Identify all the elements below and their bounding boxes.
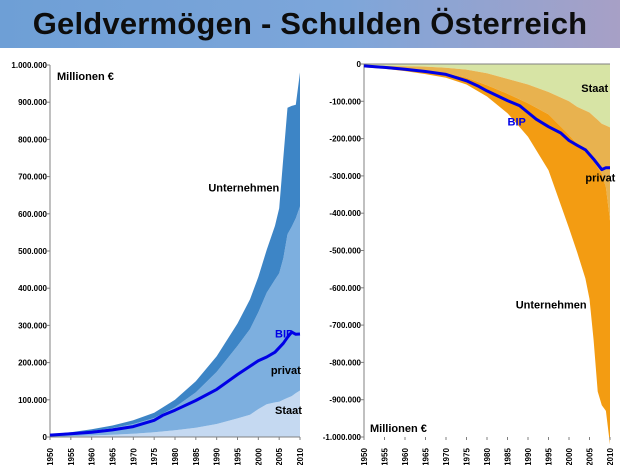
right-x-tick-label: 1975 xyxy=(463,448,472,465)
right-y-tick-label: -400.000 xyxy=(329,209,361,218)
left-x-tick-label: 1970 xyxy=(129,448,138,465)
right-x-tick-label: 1970 xyxy=(442,448,451,465)
left-x-tick-label: 1995 xyxy=(234,448,243,465)
left-area-unternehmen xyxy=(50,72,300,436)
right-x-tick-label: 2010 xyxy=(606,448,615,465)
right-x-tick-label: 1990 xyxy=(524,448,533,465)
left-y-tick-label: 0 xyxy=(43,433,48,442)
left-y-tick-label: 200.000 xyxy=(18,359,47,368)
left-x-tick-label: 1975 xyxy=(150,448,159,465)
left-x-tick-label: 2010 xyxy=(296,448,305,465)
left-x-tick-label: 1960 xyxy=(88,448,97,465)
left-y-tick-label: 700.000 xyxy=(18,173,47,182)
left-y-tick-label: 500.000 xyxy=(18,247,47,256)
left-x-tick-label: 1980 xyxy=(171,448,180,465)
right-area-privat xyxy=(364,65,610,221)
left-x-tick-label: 2005 xyxy=(275,448,284,465)
left-y-tick-label: 900.000 xyxy=(18,98,47,107)
chart-assets: 0 100.000 200.000 300.000 400.000 500.000 600.… xyxy=(11,61,305,465)
right-x-tick-label: 1980 xyxy=(483,448,492,465)
right-label-privat: privat xyxy=(585,172,615,184)
right-x-tick-label: 1955 xyxy=(381,448,390,465)
title-bar xyxy=(0,0,620,48)
left-label-unternehmen: Unternehmen xyxy=(208,182,279,194)
right-x-tick-label: 1950 xyxy=(360,448,369,465)
right-y-tick-label: -800.000 xyxy=(329,358,361,367)
right-x-tick-label: 2005 xyxy=(586,448,595,465)
right-y-tick-label: -100.000 xyxy=(329,97,361,106)
right-y-tick-label: -600.000 xyxy=(329,284,361,293)
slide-title: Geldvermögen - Schulden Österreich xyxy=(32,6,588,41)
right-y-tick-label: -500.000 xyxy=(329,247,361,256)
right-label-staat: Staat xyxy=(581,83,608,95)
left-area-staat xyxy=(50,390,300,437)
right-x-tick-label: 1995 xyxy=(545,448,554,465)
left-y-tick-label: 600.000 xyxy=(18,210,47,219)
left-x-tick-label: 1990 xyxy=(213,448,222,465)
left-line-bip xyxy=(49,330,301,437)
left-label-staat: Staat xyxy=(275,405,302,417)
left-x-tick-label: 1950 xyxy=(46,448,55,465)
left-x-tick-label: 2000 xyxy=(254,448,263,465)
left-area-privat xyxy=(50,206,300,437)
right-line-bip xyxy=(363,64,610,172)
left-label-privat: privat xyxy=(271,365,301,377)
right-label-bip: BIP xyxy=(508,117,526,129)
right-x-tick-label: 1985 xyxy=(504,448,513,465)
left-label-bip: BIP xyxy=(275,328,293,340)
left-x-tick-label: 1955 xyxy=(67,448,76,465)
right-x-tick-label: 2000 xyxy=(565,448,574,465)
left-y-tick-label: 100.000 xyxy=(18,396,47,405)
left-y-tick-label: 300.000 xyxy=(18,321,47,330)
left-x-tick-label: 1965 xyxy=(109,448,118,465)
right-y-tick-label: 0 xyxy=(357,60,362,69)
left-y-tick-label: 400.000 xyxy=(18,284,47,293)
right-area-staat xyxy=(364,64,610,128)
right-y-tick-label: -900.000 xyxy=(329,396,361,405)
right-y-tick-label: -200.000 xyxy=(329,135,361,144)
right-label-unternehmen: Unternehmen xyxy=(516,299,587,311)
left-x-tick-label: 1985 xyxy=(192,448,201,465)
right-y-tick-label: -1.000.000 xyxy=(323,433,362,442)
left-unit-label: Millionen € xyxy=(57,71,114,83)
right-unit-label: Millionen € xyxy=(370,423,427,435)
right-x-tick-label: 1960 xyxy=(401,448,410,465)
right-y-tick-label: -300.000 xyxy=(329,172,361,181)
right-y-tick-label: -700.000 xyxy=(329,321,361,330)
right-area-unternehmen xyxy=(364,66,610,445)
left-y-tick-label: 1.000.000 xyxy=(11,61,47,70)
left-y-tick-label: 800.000 xyxy=(18,135,47,144)
right-x-tick-label: 1965 xyxy=(422,448,431,465)
chart-debts: 0 -100.000 -200.000 -300.000 -400.000 -500.00… xyxy=(323,60,616,465)
